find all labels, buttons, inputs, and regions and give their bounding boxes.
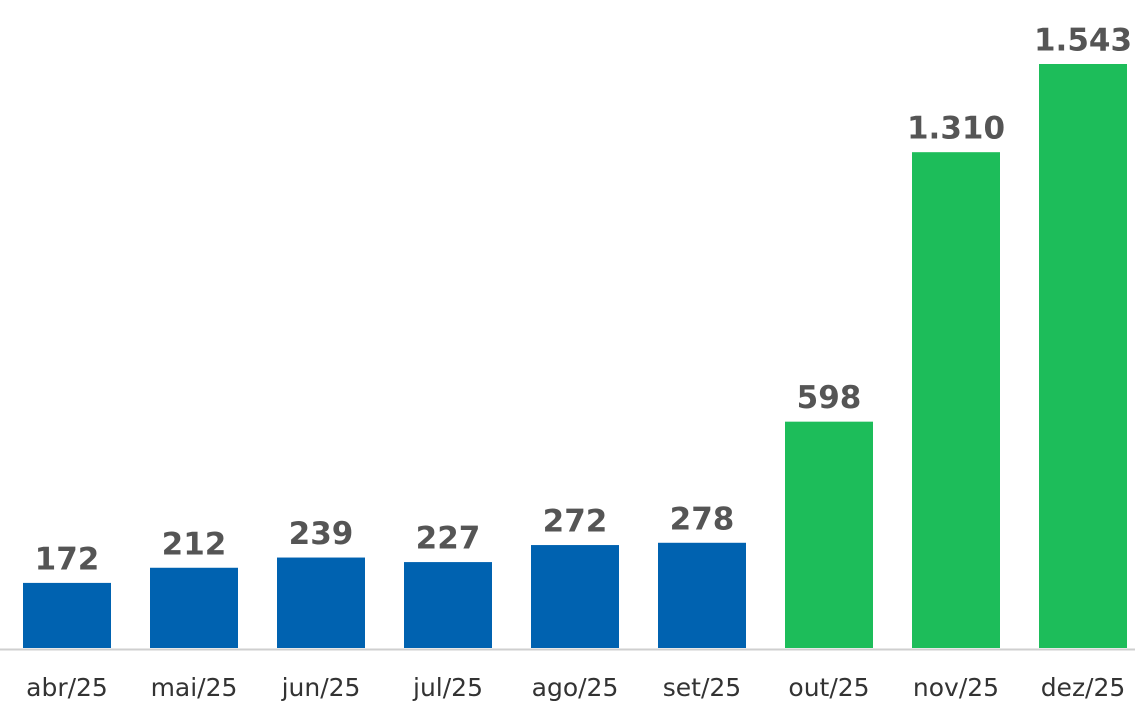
bar — [23, 582, 111, 648]
bar — [531, 545, 619, 648]
value-label: 1.543 — [1034, 23, 1132, 59]
x-tick-label: jul/25 — [412, 673, 483, 702]
value-label: 598 — [797, 380, 862, 416]
value-label: 227 — [416, 521, 481, 557]
value-label: 272 — [543, 504, 608, 540]
bar — [658, 542, 746, 648]
value-label: 278 — [670, 501, 735, 537]
value-label: 172 — [35, 541, 100, 577]
x-tick-label: ago/25 — [532, 673, 619, 702]
bar — [1039, 64, 1127, 648]
bar — [912, 152, 1000, 648]
value-label: 212 — [162, 526, 227, 562]
bar — [785, 421, 873, 648]
x-tick-label: dez/25 — [1041, 673, 1126, 702]
bar — [404, 562, 492, 648]
x-tick-label: nov/25 — [913, 673, 999, 702]
x-tick-label: mai/25 — [151, 673, 238, 702]
bar — [150, 567, 238, 648]
value-label: 1.310 — [907, 111, 1005, 147]
x-tick-label: abr/25 — [26, 673, 108, 702]
x-tick-label: jun/25 — [281, 673, 361, 702]
bar — [277, 557, 365, 648]
x-tick-label: set/25 — [663, 673, 741, 702]
x-tick-label: out/25 — [788, 673, 869, 702]
value-label: 239 — [289, 516, 354, 552]
